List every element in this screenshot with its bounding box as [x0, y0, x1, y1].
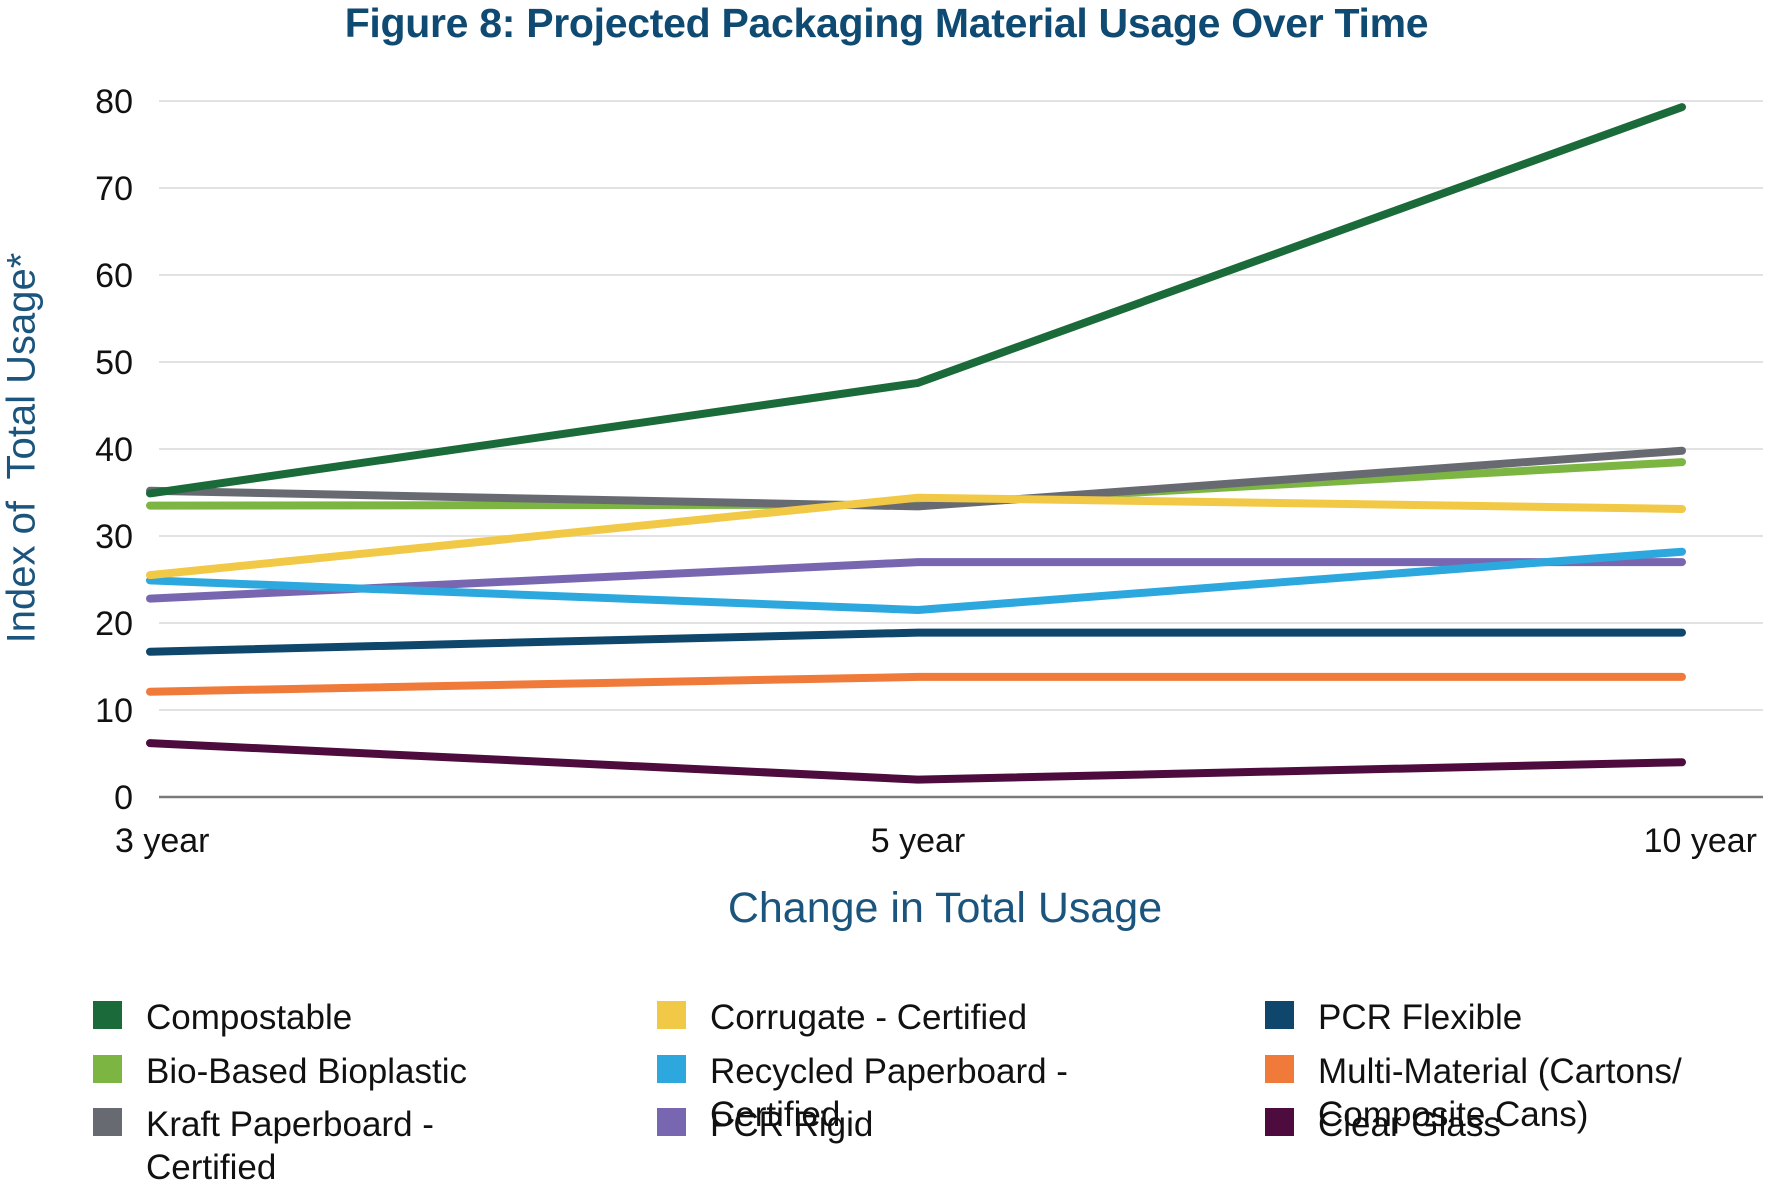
legend-label-line: Kraft Paperboard -	[146, 1105, 434, 1144]
legend-label-line: Corrugate - Certified	[710, 998, 1028, 1037]
legend-swatch-icon	[657, 1108, 686, 1136]
y-tick-label: 20	[95, 605, 133, 643]
legend-label-line: Certified	[146, 1148, 277, 1187]
y-axis-title: Index of Total Usage*	[0, 252, 44, 644]
legend-label-line: Certified	[710, 1095, 841, 1134]
y-tick-label: 60	[95, 257, 133, 295]
legend-label: Kraft Paperboard - Certified	[146, 1103, 566, 1189]
y-tick-labels: 0 10 20 30 40 50 60 70 80	[95, 83, 133, 817]
legend-label-line: PCR Rigid	[710, 1105, 874, 1144]
series-line-clear-glass	[146, 739, 1686, 784]
legend-swatch-icon	[93, 1001, 122, 1029]
legend-label-line: Compostable	[146, 998, 353, 1037]
y-tick-label: 50	[95, 344, 133, 382]
chart-title: Figure 8: Projected Packaging Material U…	[344, 0, 1429, 46]
series-line-multi-material-cartons-composite-cans	[146, 672, 1686, 696]
legend-label: Compostable	[146, 996, 566, 1039]
y-tick-label: 70	[95, 170, 133, 208]
x-axis-title: Change in Total Usage	[727, 884, 1163, 932]
legend-swatch-icon	[657, 1001, 686, 1029]
series-lines	[146, 103, 1686, 784]
x-tick-labels: 3 year 5 year 10 year	[115, 822, 1757, 860]
y-tick-label: 10	[95, 692, 133, 730]
legend-label: Recycled Paperboard - Certified	[710, 1050, 1130, 1136]
y-tick-label: 80	[95, 83, 133, 121]
legend-label: Clear Glass	[1318, 1103, 1738, 1146]
legend: Compostable Bio-Based Bioplastic Kraft Pap…	[0, 996, 1773, 1194]
legend-label-line: PCR Flexible	[1318, 998, 1523, 1037]
y-tick-label: 40	[95, 431, 133, 469]
legend-label-line: Recycled Paperboard -	[710, 1052, 1068, 1091]
y-tick-label: 30	[95, 518, 133, 556]
legend-label-line: Clear Glass	[1318, 1105, 1501, 1144]
legend-label-line: Composite Cans)	[1318, 1095, 1589, 1134]
x-tick-label: 3 year	[115, 822, 210, 860]
legend-label: Bio-Based Bioplastic	[146, 1050, 566, 1093]
x-tick-label: 10 year	[1644, 822, 1757, 860]
legend-label-line: Multi-Material (Cartons/	[1318, 1052, 1682, 1091]
legend-swatch-icon	[1265, 1108, 1294, 1136]
legend-swatch-icon	[1265, 1055, 1294, 1083]
series-line-corrugate-certified	[146, 493, 1686, 580]
series-line-compostable	[146, 103, 1686, 498]
legend-swatch-icon	[93, 1108, 122, 1136]
x-tick-label: 5 year	[871, 822, 966, 860]
series-line-kraft-paperboard-certified	[146, 446, 1686, 511]
legend-swatch-icon	[1265, 1001, 1294, 1029]
y-tick-label: 0	[114, 779, 133, 817]
legend-label-line: Bio-Based Bioplastic	[146, 1052, 467, 1091]
legend-swatch-icon	[657, 1055, 686, 1083]
gridlines	[159, 100, 1763, 799]
series-line-pcr-flexible	[146, 628, 1686, 656]
legend-swatch-icon	[93, 1055, 122, 1083]
legend-label: Corrugate - Certified	[710, 996, 1130, 1039]
legend-label: PCR Rigid	[710, 1103, 1130, 1146]
legend-label: PCR Flexible	[1318, 996, 1738, 1039]
series-line-recycled-paperboard-certified	[146, 547, 1686, 614]
legend-label: Multi-Material (Cartons/Composite Cans)	[1318, 1050, 1738, 1136]
